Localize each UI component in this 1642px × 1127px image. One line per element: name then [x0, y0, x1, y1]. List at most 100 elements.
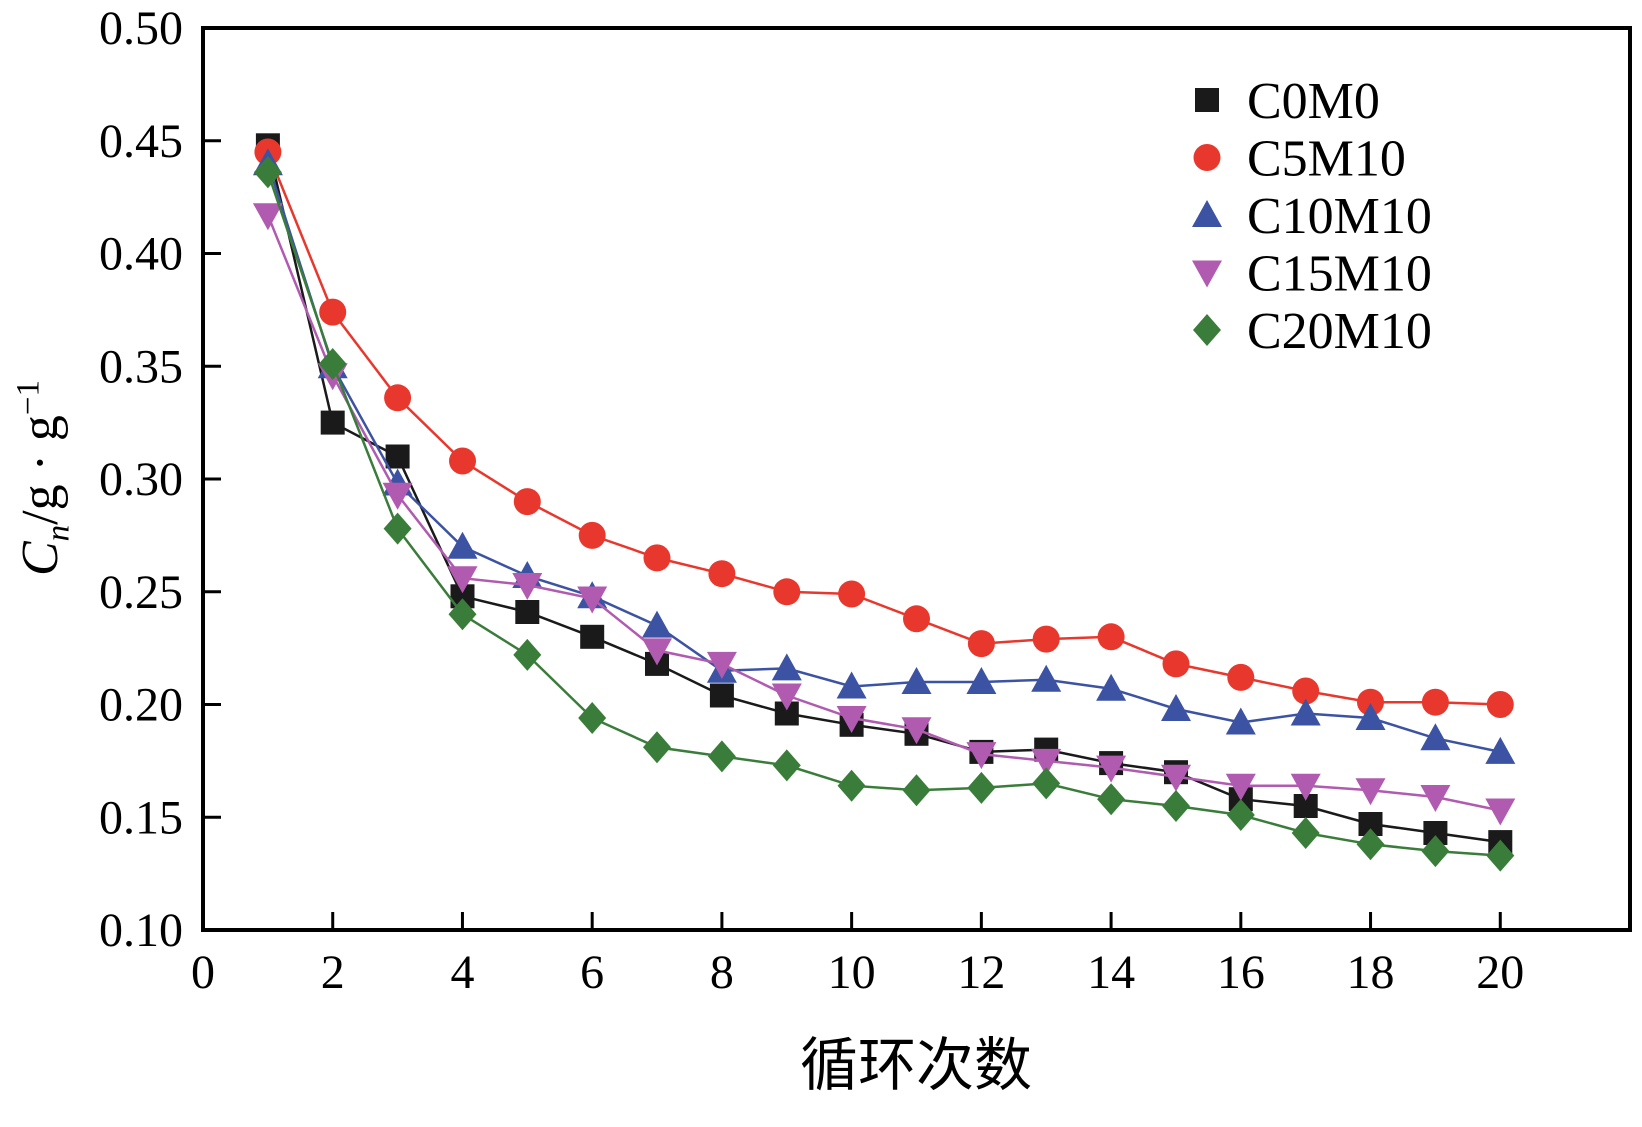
diamond-marker	[1193, 314, 1221, 346]
triangle-up-marker	[836, 671, 867, 699]
series-line	[266, 214, 1501, 812]
triangle-down-marker	[1031, 748, 1062, 776]
triangle-up-marker	[1290, 698, 1321, 726]
diamond-marker	[1162, 790, 1190, 822]
square-marker	[320, 410, 345, 435]
triangle-down-marker	[512, 573, 543, 600]
triangle-up-marker	[1096, 673, 1127, 701]
triangle-down-marker	[1192, 260, 1222, 288]
circle-marker	[643, 544, 671, 572]
triangle-down-marker	[1420, 785, 1451, 812]
diamond-marker	[1032, 767, 1061, 800]
square-marker	[385, 444, 410, 469]
y-axis-title: Cn/g · g−1	[11, 380, 78, 576]
diamond-marker	[643, 731, 671, 764]
y-axis-title-subscript: n	[40, 524, 77, 542]
triangle-up-marker	[1192, 200, 1222, 227]
triangle-down-marker	[252, 203, 283, 231]
square-marker	[580, 624, 605, 649]
diamond-marker	[837, 769, 866, 802]
diamond-marker	[1421, 835, 1450, 868]
diamond-marker	[383, 512, 412, 545]
triangle-down-marker	[1355, 778, 1386, 806]
legend-label: C10M10	[1247, 188, 1432, 245]
triangle-up-marker	[1031, 664, 1062, 692]
x-tick-label: 20	[1476, 946, 1524, 999]
y-tick-label: 0.40	[99, 228, 183, 281]
triangle-up-marker	[447, 531, 478, 559]
triangle-down-marker	[1290, 773, 1321, 801]
triangle-up-marker	[771, 653, 802, 681]
circle-marker	[1032, 625, 1060, 653]
x-tick-label: 4	[450, 946, 474, 999]
legend-item-C5M10: C5M10	[1193, 131, 1406, 188]
x-tick-label: 0	[191, 946, 215, 999]
square-marker	[1195, 88, 1219, 112]
square-marker	[515, 600, 540, 624]
diamond-marker	[448, 598, 477, 631]
y-tick-label: 0.15	[99, 791, 183, 844]
x-tick-label: 14	[1087, 946, 1135, 999]
square-marker	[709, 683, 734, 708]
triangle-up-marker	[1420, 723, 1451, 751]
circle-marker	[903, 605, 930, 633]
circle-marker	[967, 630, 995, 658]
diamond-marker	[902, 774, 931, 807]
diamond-marker	[1097, 783, 1126, 816]
diamond-marker	[1291, 817, 1320, 849]
series-C20M10	[253, 156, 1515, 872]
triangle-down-marker	[706, 651, 737, 679]
circle-marker	[1097, 623, 1125, 651]
x-axis-title: 循环次数	[799, 1033, 1033, 1098]
x-tick-label: 8	[710, 946, 734, 999]
circle-marker	[773, 578, 801, 606]
legend-item-C10M10: C10M10	[1192, 188, 1432, 245]
circle-marker	[1421, 688, 1449, 716]
y-axis-title-units: /g · g	[11, 415, 69, 525]
circle-marker	[449, 447, 476, 475]
circle-marker	[319, 298, 347, 326]
circle-marker	[1227, 663, 1255, 691]
triangle-down-marker	[1161, 764, 1191, 792]
diamond-marker	[772, 749, 801, 782]
triangle-down-marker	[901, 717, 932, 745]
legend-label: C5M10	[1247, 131, 1406, 188]
diamond-marker	[253, 156, 282, 189]
triangle-up-marker	[1161, 694, 1191, 721]
x-tick-label: 2	[321, 946, 345, 999]
triangle-down-marker	[447, 566, 478, 594]
triangle-down-marker	[382, 482, 413, 510]
series-C5M10	[254, 138, 1514, 718]
triangle-down-marker	[771, 683, 802, 711]
legend-label: C0M0	[1247, 73, 1380, 130]
circle-marker	[1193, 144, 1221, 171]
diamond-marker	[967, 771, 996, 804]
diamond-marker	[1226, 799, 1255, 831]
triangle-up-marker	[966, 667, 997, 694]
x-tick-label: 12	[957, 946, 1005, 999]
circle-marker	[838, 580, 866, 608]
x-tick-label: 10	[828, 946, 876, 999]
triangle-down-marker	[966, 742, 997, 770]
legend-label: C20M10	[1247, 303, 1432, 360]
diamond-marker	[318, 348, 347, 380]
triangle-down-marker	[1225, 773, 1256, 801]
y-tick-label: 0.35	[99, 340, 183, 393]
triangle-down-marker	[577, 586, 608, 614]
circle-marker	[1162, 650, 1190, 678]
triangle-down-marker	[1485, 798, 1516, 826]
diamond-marker	[1486, 839, 1515, 872]
legend-item-C0M0: C0M0	[1195, 73, 1380, 130]
x-tick-label: 16	[1217, 946, 1265, 999]
y-tick-label: 0.25	[99, 566, 183, 619]
x-tick-label: 18	[1347, 946, 1395, 999]
triangle-up-marker	[642, 610, 672, 638]
circle-marker	[513, 488, 541, 516]
circle-marker	[578, 521, 606, 549]
circle-marker	[384, 384, 412, 412]
diamond-marker	[578, 702, 607, 734]
circle-marker	[1357, 688, 1384, 716]
y-axis: 0.10 0.15 0.20 0.25 0.30 0.35 0.40 0.45 0.50	[99, 2, 221, 957]
